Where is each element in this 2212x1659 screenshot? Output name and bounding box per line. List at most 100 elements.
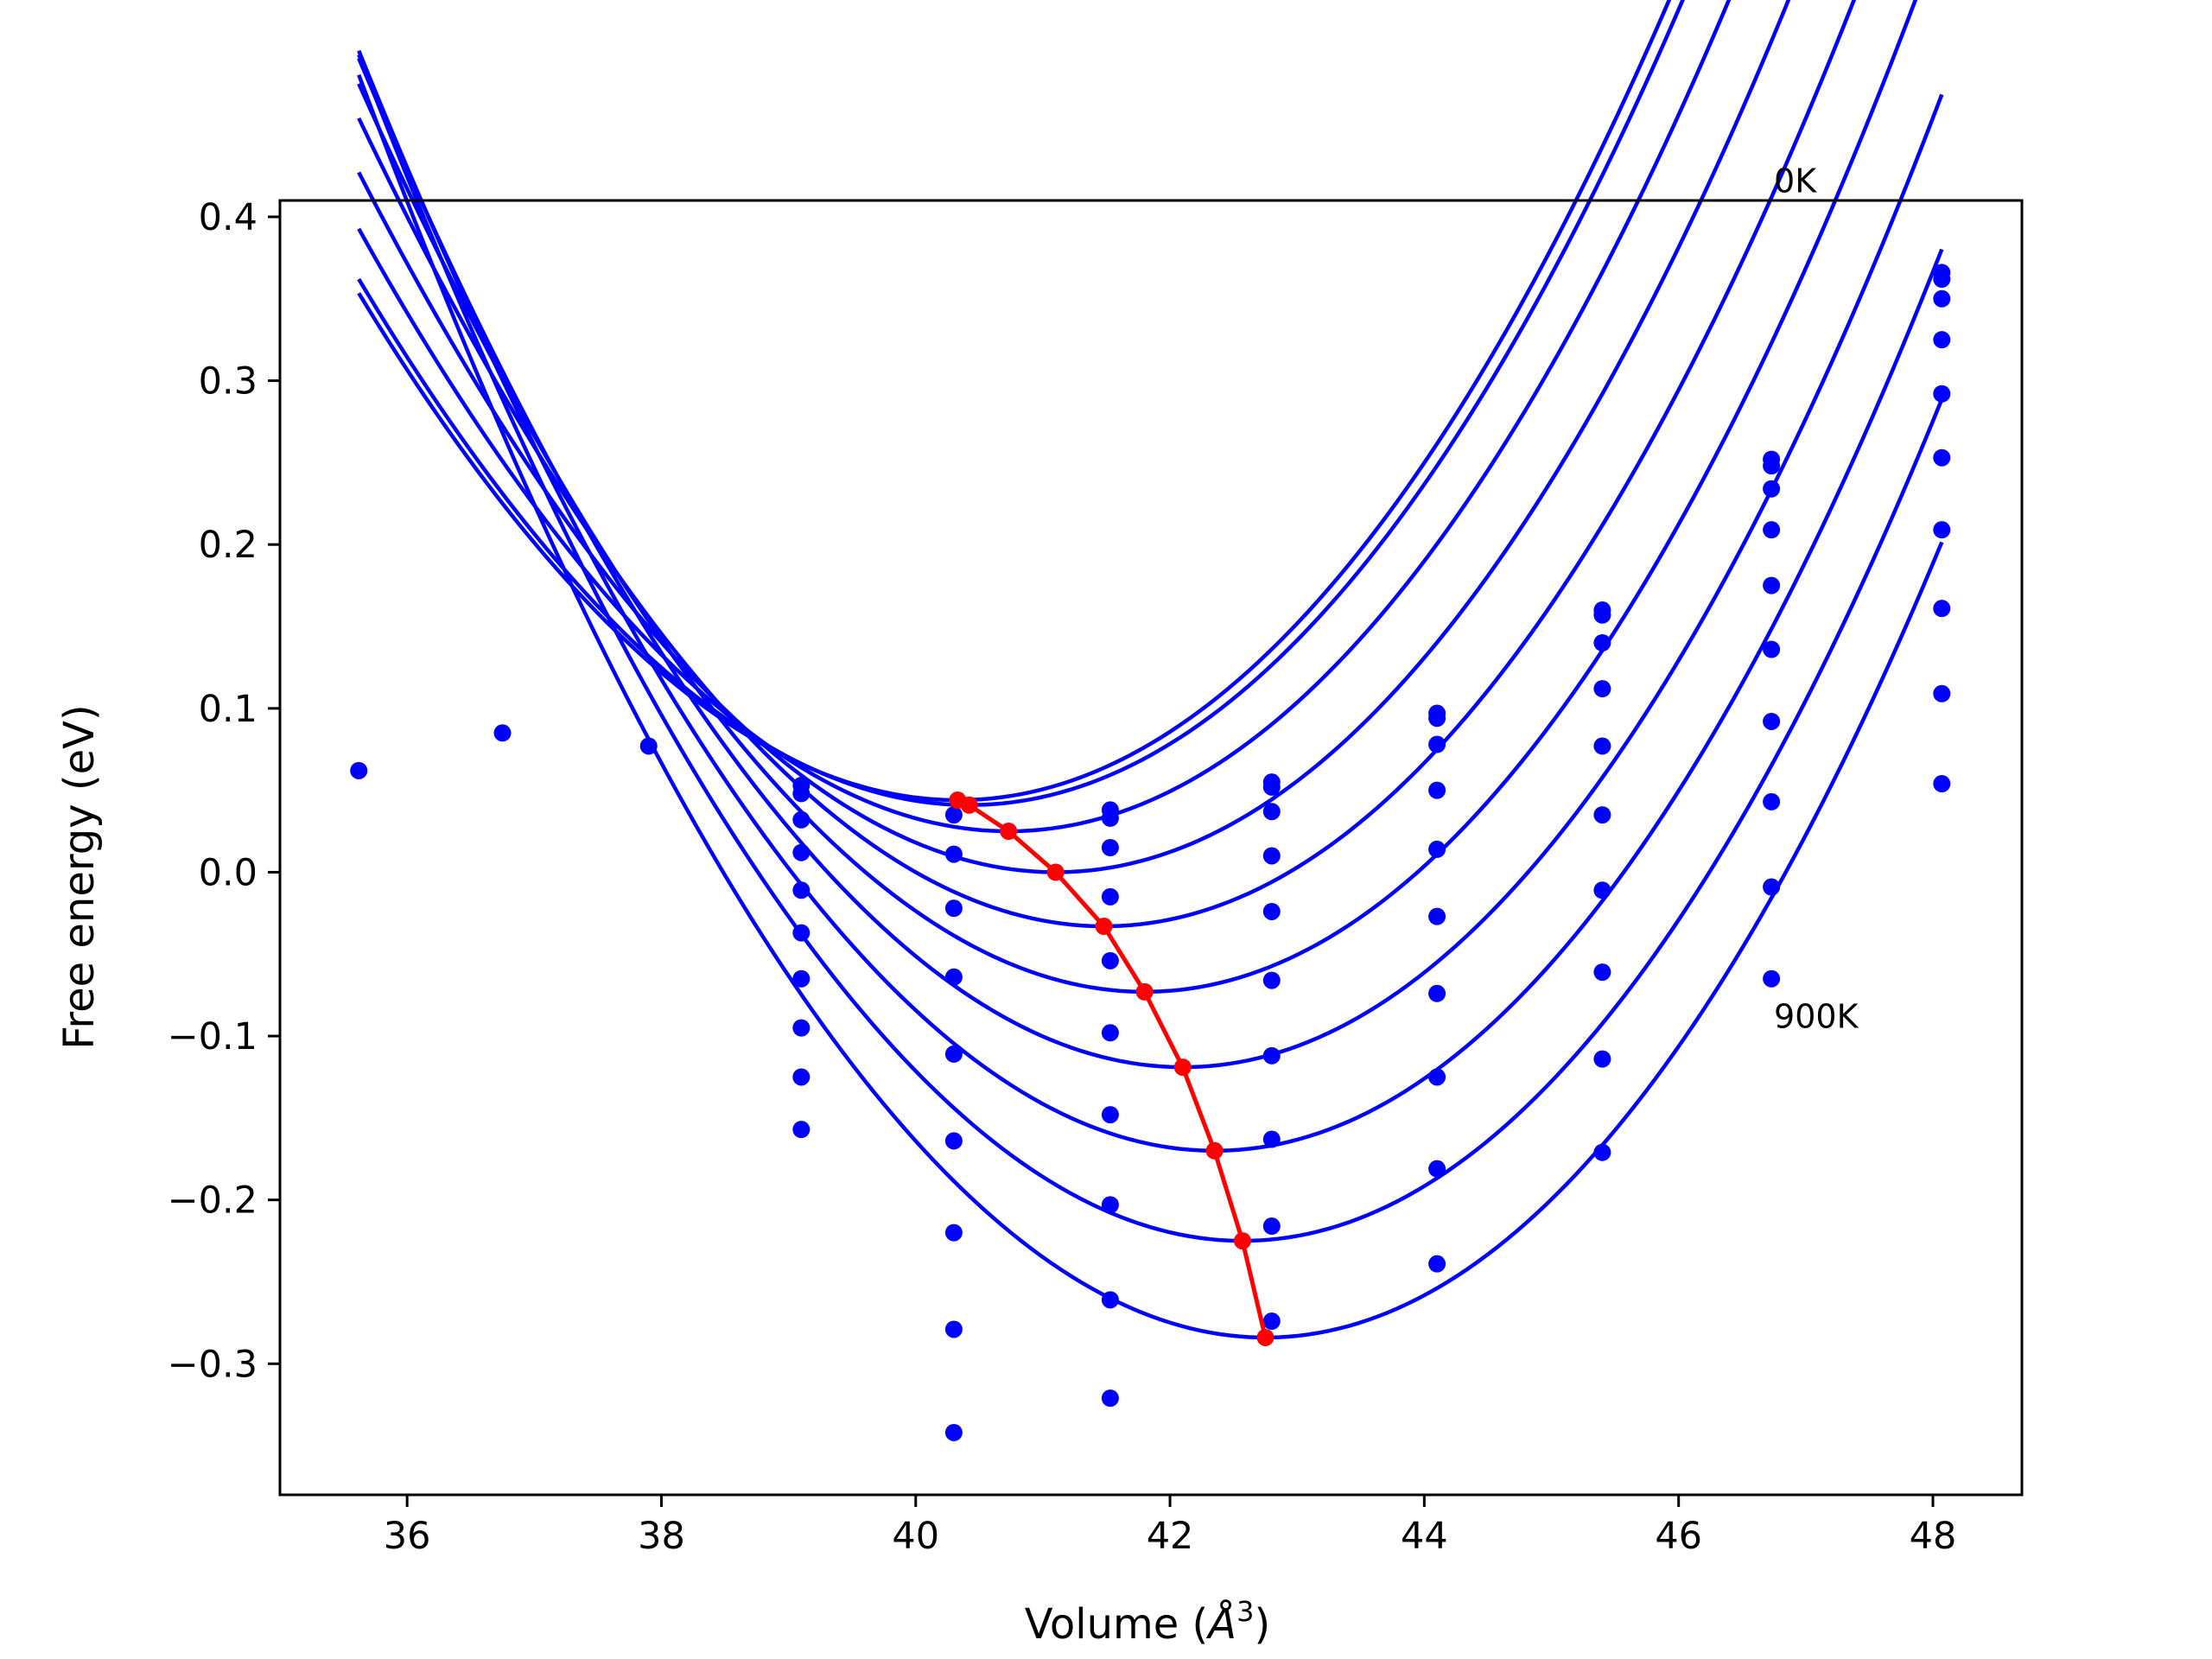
temperature-annotation: 900K: [1774, 998, 1859, 1036]
data-point: [1593, 633, 1611, 652]
data-point: [1933, 600, 1951, 618]
data-point: [792, 810, 810, 829]
x-tick-label: 42: [1147, 1515, 1194, 1558]
data-point: [1428, 840, 1446, 858]
data-point: [1763, 457, 1781, 475]
data-point: [1262, 971, 1281, 989]
data-point: [944, 1224, 963, 1242]
data-point: [1763, 878, 1781, 896]
data-point: [1262, 1313, 1281, 1330]
data-point: [1101, 1196, 1119, 1214]
x-tick-label: 36: [384, 1515, 431, 1558]
fit-curve-8: [357, 49, 1944, 1153]
x-axis-label-text: Volume (: [1025, 1600, 1209, 1649]
minimum-point: [1233, 1232, 1251, 1250]
data-point: [944, 1320, 963, 1338]
x-axis-label-power: 3: [1236, 1595, 1254, 1628]
data-point: [944, 1132, 963, 1150]
data-point: [1428, 735, 1446, 753]
fit-curve-4: [357, 0, 1791, 874]
data-point: [1593, 680, 1611, 698]
data-point: [1428, 709, 1446, 728]
minimum-point: [1135, 982, 1154, 1001]
x-axis-label-unit: Å: [1205, 1599, 1236, 1649]
data-point: [1593, 963, 1611, 982]
data-point: [1933, 385, 1951, 403]
data-point: [1101, 809, 1119, 827]
data-point: [944, 806, 963, 824]
plot-area: [357, 0, 1944, 1340]
x-tick-label: 46: [1655, 1515, 1702, 1558]
x-axis-label: Volume (Å3): [1025, 1595, 1270, 1649]
data-point: [792, 881, 810, 899]
y-tick-label: 0.4: [199, 196, 257, 239]
data-point: [1428, 1160, 1446, 1178]
x-tick-label: 44: [1401, 1515, 1448, 1558]
minima-path: [957, 798, 1268, 1338]
minimum-point: [1046, 863, 1065, 881]
data-point: [1101, 839, 1119, 856]
data-point: [944, 845, 963, 863]
data-point: [1428, 781, 1446, 799]
fit-curve-10: [357, 73, 1944, 1340]
data-point: [1933, 775, 1951, 793]
minima-line: [949, 791, 1274, 1346]
fit-curve-1: [357, 0, 1672, 803]
data-points: [350, 264, 1951, 1441]
data-point: [350, 761, 368, 779]
data-point: [1593, 806, 1611, 824]
x-axis-ticks: 36 38 40 42 44 46 48: [384, 1495, 1957, 1558]
data-point: [944, 968, 963, 986]
data-point: [1933, 684, 1951, 702]
data-point: [1428, 1255, 1446, 1273]
data-point: [1933, 521, 1951, 539]
data-point: [1593, 606, 1611, 624]
y-axis-label: Free energy (eV): [55, 704, 104, 1049]
data-point: [1101, 1106, 1119, 1124]
x-tick-label: 48: [1910, 1515, 1957, 1558]
minimum-point: [1205, 1141, 1224, 1160]
data-point: [792, 1068, 810, 1086]
data-point: [1262, 1130, 1281, 1148]
data-point: [1101, 1024, 1119, 1042]
data-point: [1262, 778, 1281, 796]
data-point: [1933, 448, 1951, 467]
temperature-annotation: 0K: [1774, 162, 1817, 200]
fit-curve-2: [357, 0, 1685, 807]
data-point: [792, 924, 810, 942]
data-point: [792, 1121, 810, 1139]
data-point: [1428, 984, 1446, 1002]
data-point: [1763, 792, 1781, 810]
annotations: 0K 900K: [1774, 162, 1859, 1036]
data-point: [792, 843, 810, 861]
data-point: [792, 1019, 810, 1037]
data-point: [1933, 331, 1951, 349]
data-point: [1763, 640, 1781, 658]
fit-curve-7: [357, 57, 1944, 1070]
y-tick-label: −0.1: [168, 1015, 257, 1058]
data-point: [1933, 289, 1951, 308]
x-tick-label: 40: [892, 1515, 939, 1558]
data-point: [1101, 887, 1119, 906]
data-point: [1593, 737, 1611, 755]
data-point: [1101, 1389, 1119, 1408]
data-point: [1428, 907, 1446, 925]
data-point: [493, 724, 512, 742]
data-point: [1428, 1068, 1446, 1086]
data-point: [792, 969, 810, 988]
data-point: [1763, 969, 1781, 988]
y-tick-label: −0.2: [168, 1179, 257, 1223]
data-point: [639, 737, 658, 755]
data-point: [1763, 480, 1781, 498]
x-tick-label: 38: [638, 1515, 685, 1558]
minimum-point: [1173, 1058, 1192, 1077]
minimum-point: [960, 796, 978, 814]
y-tick-label: 0.0: [199, 851, 257, 894]
data-point: [1262, 803, 1281, 821]
data-point: [944, 899, 963, 918]
data-point: [792, 785, 810, 803]
y-tick-label: 0.3: [199, 360, 257, 404]
data-point: [944, 1045, 963, 1063]
